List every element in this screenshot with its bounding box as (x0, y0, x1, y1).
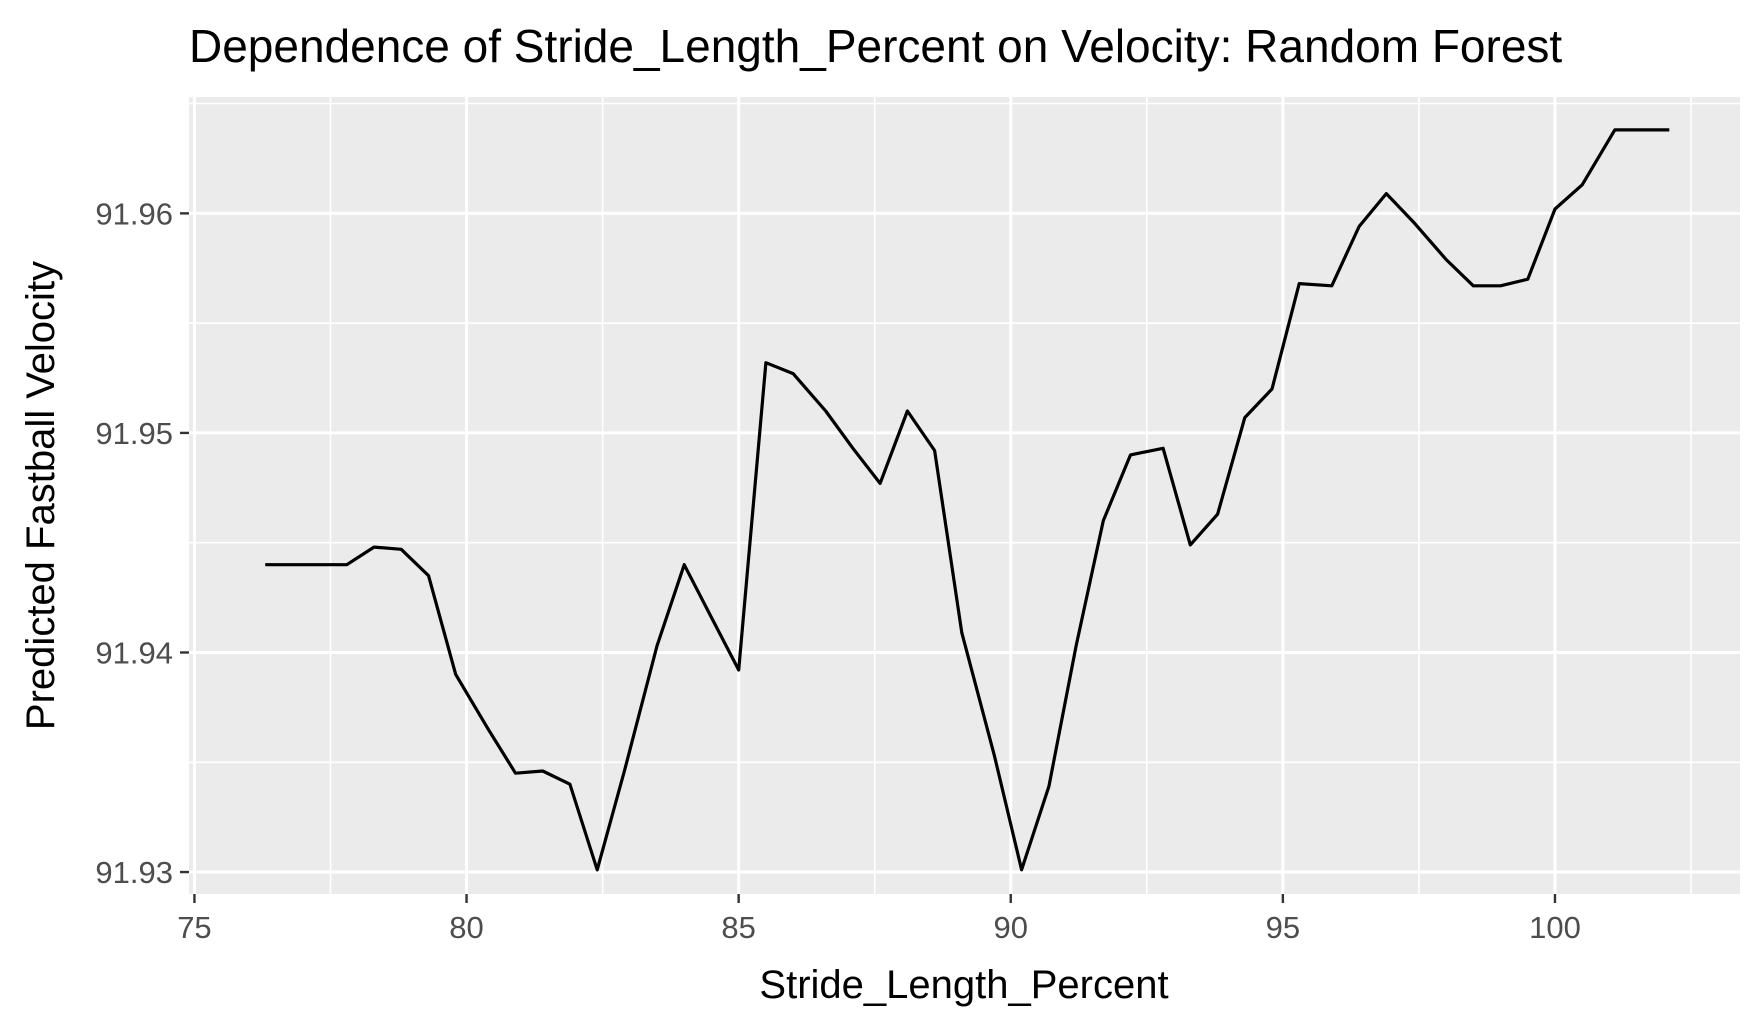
y-tick-label: 91.94 (95, 635, 173, 670)
x-tick-label: 90 (994, 910, 1028, 945)
y-tick-label: 91.96 (95, 196, 173, 231)
axis-ticks (180, 212, 1557, 903)
tick-labels: 75 80 85 90 95 100 91.93 91.94 91.95 91.96 (95, 196, 1580, 945)
major-gridlines (189, 97, 1740, 894)
x-axis-title: Stride_Length_Percent (759, 963, 1168, 1007)
plot-panel (189, 97, 1740, 894)
x-tick-label: 85 (721, 910, 755, 945)
series-line (265, 128, 1670, 872)
x-tick-label: 95 (1266, 910, 1300, 945)
x-tick-label: 80 (449, 910, 483, 945)
x-tick-label: 100 (1529, 910, 1581, 945)
y-axis-title: Predicted Fastball Velocity (19, 261, 63, 730)
y-tick-label: 91.95 (95, 416, 173, 451)
y-tick-label: 91.93 (95, 855, 173, 890)
x-tick-label: 75 (177, 910, 211, 945)
series-layer (265, 128, 1670, 872)
minor-gridlines (189, 97, 1740, 894)
chart-title: Dependence of Stride_Length_Percent on V… (189, 20, 1562, 72)
